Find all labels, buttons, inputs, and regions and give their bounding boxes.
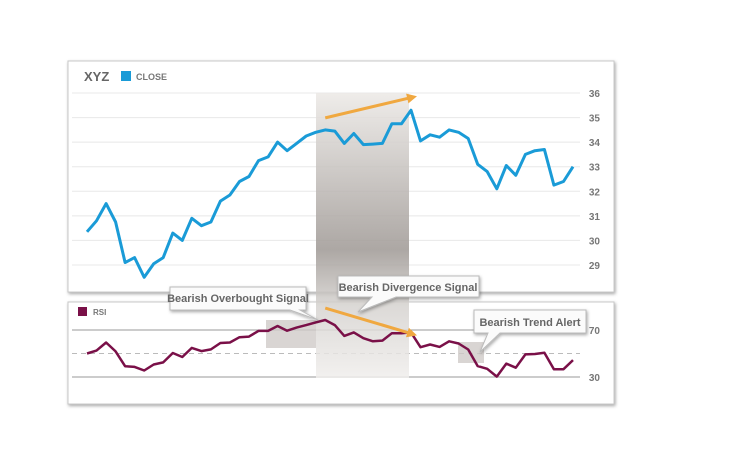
y-tick-label: 30 [589,373,601,384]
divergence-highlight-band [316,93,409,378]
close-series-line [85,108,575,279]
close-legend-label: CLOSE [136,72,167,82]
annotation-arrow [324,306,410,335]
rsi-legend-swatch [78,307,87,316]
y-tick-label: 29 [589,261,601,272]
annotation-arrow [324,96,410,120]
y-tick-label: 31 [589,212,601,223]
y-tick-label: 70 [589,326,601,337]
rsi-legend-label: RSI [93,308,106,317]
callout-divergence [337,275,480,313]
rsi-series-line [86,318,574,378]
callout-trend-text: Bearish Trend Alert [479,317,580,329]
callout-divergence-text: Bearish Divergence Signal [339,282,478,294]
y-tick-label: 36 [589,89,601,100]
callout-overbought [169,286,319,321]
y-tick-label: 33 [589,163,601,174]
y-tick-label: 35 [589,114,601,125]
arrow-head-icon [405,327,417,338]
callout-trend [473,309,587,353]
y-tick-label: 34 [589,138,601,149]
y-tick-label: 30 [589,236,601,247]
price-chart-title: XYZ [84,69,109,84]
y-tick-label: 32 [589,187,601,198]
callout-overbought-text: Bearish Overbought Signal [167,293,309,305]
close-legend-swatch [121,71,131,81]
arrow-head-icon [406,93,417,104]
